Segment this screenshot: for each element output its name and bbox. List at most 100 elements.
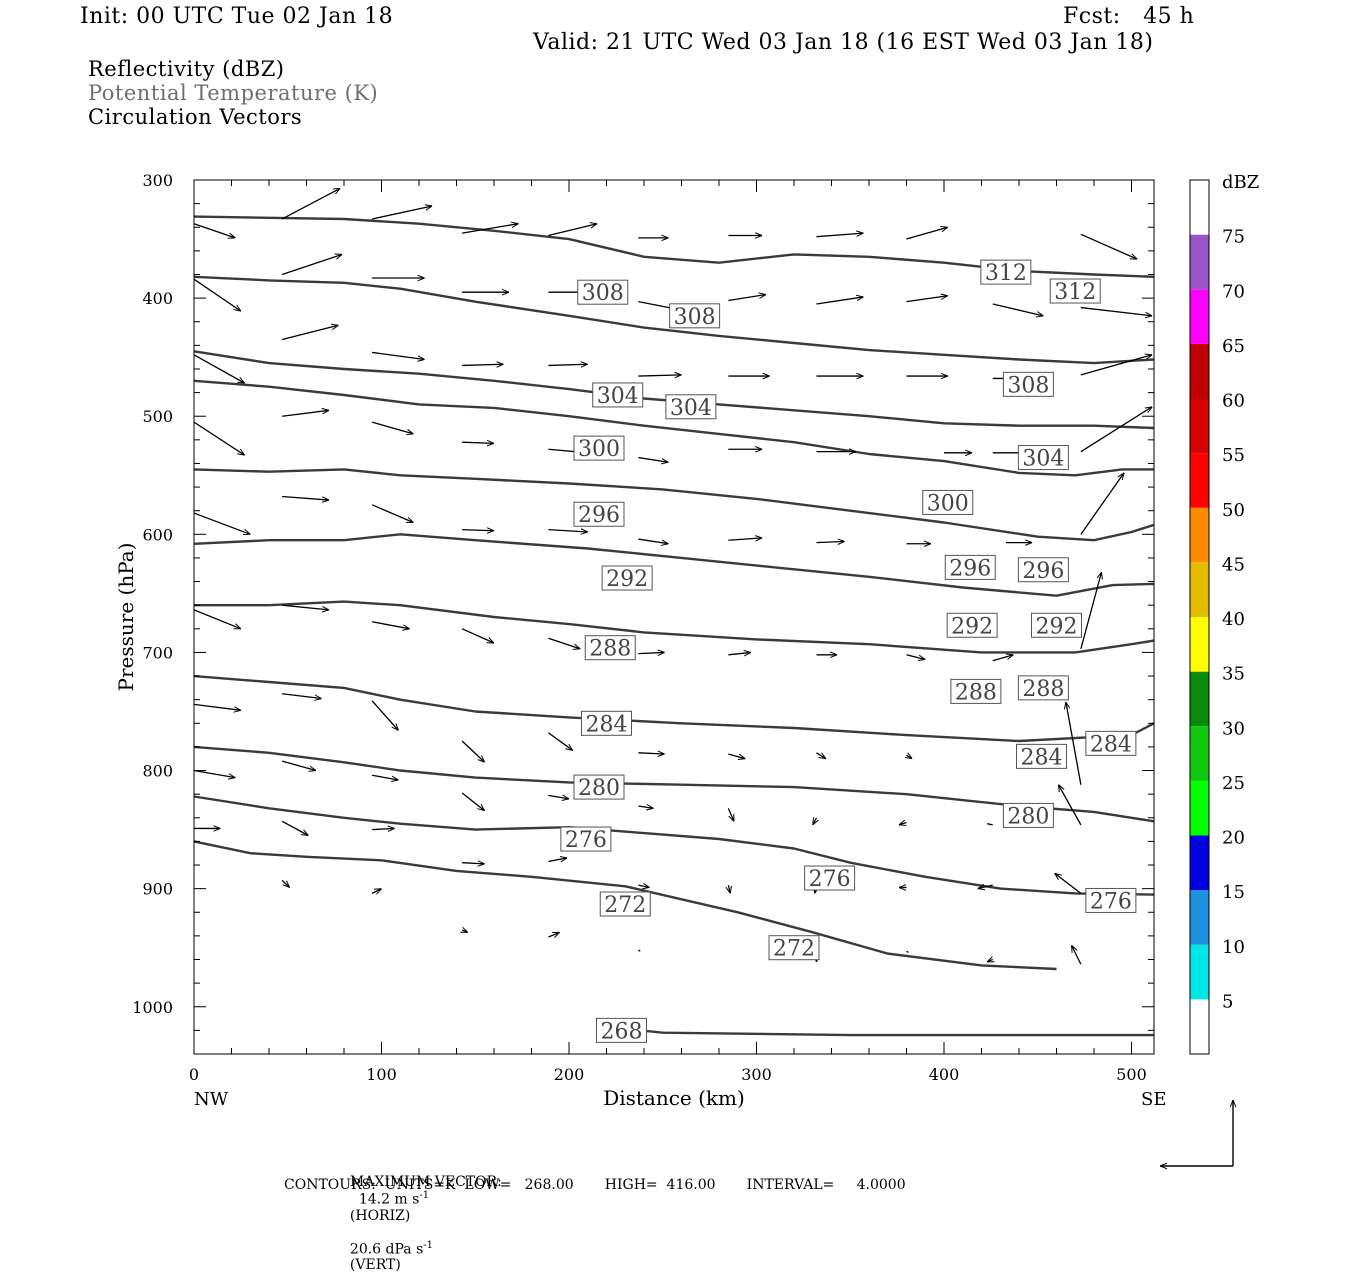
contour-label: 308 xyxy=(1002,371,1054,398)
colorbar-level-label: 20 xyxy=(1222,828,1245,849)
circulation-vector xyxy=(282,604,329,610)
circulation-vector xyxy=(1072,945,1082,965)
circulation-vector xyxy=(548,224,597,237)
colorbar-level-label: 10 xyxy=(1222,937,1245,958)
circulation-vector xyxy=(816,541,845,542)
circulation-vector xyxy=(281,879,290,887)
circulation-vector xyxy=(1080,233,1137,260)
colorbar-segment xyxy=(1190,999,1209,1054)
colorbar-level-label: 65 xyxy=(1222,336,1245,357)
circulation-vector xyxy=(816,233,864,238)
contour-label-box xyxy=(1017,557,1069,583)
contour-label: 272 xyxy=(599,891,651,918)
circulation-vector xyxy=(462,530,494,531)
circulation-vector xyxy=(638,753,664,754)
circulation-vector xyxy=(282,693,321,699)
contour-label-box xyxy=(1002,371,1054,397)
circulation-vector xyxy=(728,538,762,540)
circulation-vector xyxy=(193,769,235,778)
x-tick-label: 400 xyxy=(929,1065,960,1084)
contour-label: 308 xyxy=(669,303,721,330)
contour-label: 292 xyxy=(946,612,998,639)
circulation-vector xyxy=(906,950,909,953)
contour-label: 284 xyxy=(1085,730,1137,757)
colorbar-segment xyxy=(1190,890,1209,945)
contour-label: 312 xyxy=(1049,278,1101,305)
y-tick-label: 500 xyxy=(142,407,173,426)
circulation-vector xyxy=(1080,355,1152,376)
y-tick-label: 600 xyxy=(142,525,173,544)
contour-label-box xyxy=(577,279,629,305)
circulation-vector xyxy=(193,703,241,710)
circulation-vector xyxy=(193,223,235,238)
legend-vectors: Circulation Vectors xyxy=(88,105,303,129)
contour-label: 284 xyxy=(581,710,632,737)
contour-label-box xyxy=(596,1017,647,1043)
contour-label-box xyxy=(599,891,651,917)
circulation-vector xyxy=(813,818,817,825)
contour-label-box xyxy=(601,565,653,591)
circulation-vector xyxy=(638,456,668,463)
contour-label: 292 xyxy=(601,565,653,592)
contour-label-box xyxy=(1017,675,1069,701)
contour-label: 284 xyxy=(1016,743,1067,770)
contour-label-text: 308 xyxy=(1007,373,1049,398)
contour-label-box xyxy=(944,554,996,580)
contour-label-box xyxy=(584,635,636,661)
circulation-vector xyxy=(1080,407,1152,453)
circulation-vector xyxy=(281,820,308,835)
colorbar-level-label: 15 xyxy=(1222,882,1245,903)
circulation-vector xyxy=(986,823,993,826)
contour-label-text: 312 xyxy=(985,261,1027,286)
contour-label-box xyxy=(946,612,998,638)
circulation-vector xyxy=(1055,873,1082,894)
contour-label-text: 284 xyxy=(1090,732,1132,757)
colorbar-segment xyxy=(1190,234,1209,290)
contour-label-text: 312 xyxy=(1054,280,1096,305)
cross-section-chart: 268 272 272 276 276 276 280 280 284 284 284 288 288 2… xyxy=(114,171,1259,1200)
contour-label-text: 272 xyxy=(773,937,815,962)
circulation-vector xyxy=(462,224,518,234)
theta-contour-292 xyxy=(193,533,1155,597)
circulation-vector xyxy=(193,278,241,311)
contour-label-text: 304 xyxy=(670,396,712,421)
theta-contour-272 xyxy=(193,840,1057,971)
colorbar-level-label: 75 xyxy=(1222,227,1245,248)
circulation-vector xyxy=(548,931,559,937)
circulation-vector xyxy=(728,295,766,302)
circulation-vector xyxy=(816,297,864,305)
circulation-vector xyxy=(462,364,503,365)
x-tick-label: 500 xyxy=(1116,1065,1147,1084)
contour-label-box xyxy=(560,826,612,852)
colorbar-unit: dBZ xyxy=(1222,172,1259,193)
y-tick-label: 300 xyxy=(142,171,173,190)
contour-label-text: 288 xyxy=(1022,677,1064,702)
circulation-vector xyxy=(461,740,485,762)
contour-label-text: 292 xyxy=(606,567,648,592)
colorbar-level-label: 50 xyxy=(1222,500,1245,521)
circulation-vector xyxy=(548,530,587,532)
contour-label-box xyxy=(573,501,625,527)
circulation-vector xyxy=(371,206,432,220)
colorbar-level-label: 25 xyxy=(1222,773,1245,794)
contour-label-box xyxy=(1049,278,1101,304)
plot-frame xyxy=(193,179,1155,1055)
contour-label-text: 276 xyxy=(565,828,607,853)
contour-label-text: 304 xyxy=(1022,447,1064,472)
colorbar-level-label: 55 xyxy=(1222,445,1245,466)
circulation-vector xyxy=(1066,702,1082,785)
x-end-label-se: SE xyxy=(1141,1089,1166,1110)
colorbar-level-label: 40 xyxy=(1222,609,1245,630)
contour-label-text: 288 xyxy=(955,680,997,705)
circulation-vector xyxy=(548,795,569,799)
contour-label: 272 xyxy=(768,935,820,962)
circulation-vector xyxy=(638,806,653,808)
circulation-vector xyxy=(281,325,338,341)
colorbar-level-label: 30 xyxy=(1222,718,1245,739)
contour-label-box xyxy=(665,394,717,420)
contour-label-box xyxy=(950,678,1002,704)
circulation-vector xyxy=(372,774,398,780)
contour-label-text: 268 xyxy=(601,1019,643,1044)
colorbar-segment xyxy=(1190,180,1209,235)
circulation-vector xyxy=(978,885,993,889)
